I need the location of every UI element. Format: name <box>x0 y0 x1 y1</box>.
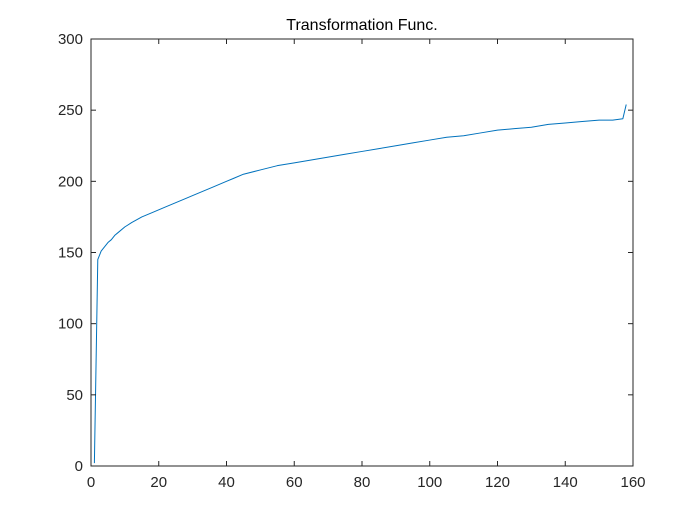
x-tick-label: 160 <box>620 474 645 491</box>
y-tick-label: 300 <box>58 31 83 48</box>
y-ticks: 0 50 100 150 200 250 300 <box>58 31 633 475</box>
y-tick-label: 0 <box>75 458 83 475</box>
axes-background <box>91 39 633 466</box>
y-tick-label: 100 <box>58 316 83 333</box>
x-tick-label: 20 <box>150 474 167 491</box>
x-tick-label: 40 <box>218 474 235 491</box>
y-tick-label: 250 <box>58 102 83 119</box>
x-tick-label: 140 <box>553 474 578 491</box>
x-tick-label: 80 <box>354 474 371 491</box>
plot-area <box>91 39 633 466</box>
chart-title: Transformation Func. <box>286 17 437 34</box>
y-tick-label: 200 <box>58 173 83 190</box>
x-ticks: 0 20 40 60 80 100 120 140 160 <box>87 39 646 491</box>
series-line-0 <box>93 104 627 464</box>
y-tick-label: 150 <box>58 245 83 262</box>
x-tick-label: 0 <box>87 474 95 491</box>
line-layer <box>93 104 627 464</box>
x-tick-label: 60 <box>286 474 303 491</box>
x-tick-label: 100 <box>417 474 442 491</box>
y-tick-label: 50 <box>66 387 83 404</box>
x-tick-label: 120 <box>485 474 510 491</box>
